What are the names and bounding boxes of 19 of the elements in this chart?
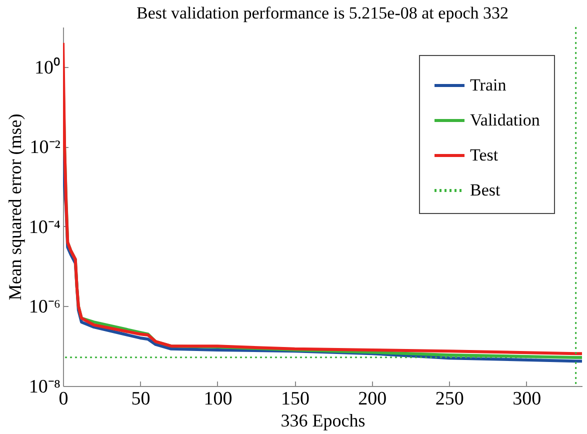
x-tick-label: 0 <box>58 388 68 410</box>
x-tick-label: 300 <box>512 388 542 410</box>
legend-label: Test <box>470 146 498 164</box>
x-tick-label: 100 <box>204 388 232 410</box>
y-tick-label: 10⁻⁴ <box>28 216 61 238</box>
legend-label: Best <box>470 180 500 200</box>
legend-label: Train <box>470 76 507 94</box>
y-tick-label: 10⁰ <box>34 56 60 78</box>
x-tick-label: 150 <box>280 388 310 410</box>
y-axis-title: Mean squared error (mse) <box>4 114 25 300</box>
y-tick-label: 10⁻² <box>30 137 61 158</box>
legend-label: Validation <box>470 110 540 130</box>
x-tick-label: 250 <box>435 388 464 410</box>
x-tick-label: 200 <box>358 388 387 410</box>
x-tick-label: 50 <box>131 388 150 410</box>
chart-title: Best validation performance is 5.215e-08 at epoch 332 <box>136 3 508 22</box>
y-tick-label: 10⁻⁶ <box>28 296 60 318</box>
x-axis-title: 336 Epochs <box>280 410 366 430</box>
y-tick-label: 10⁻⁸ <box>28 376 60 398</box>
